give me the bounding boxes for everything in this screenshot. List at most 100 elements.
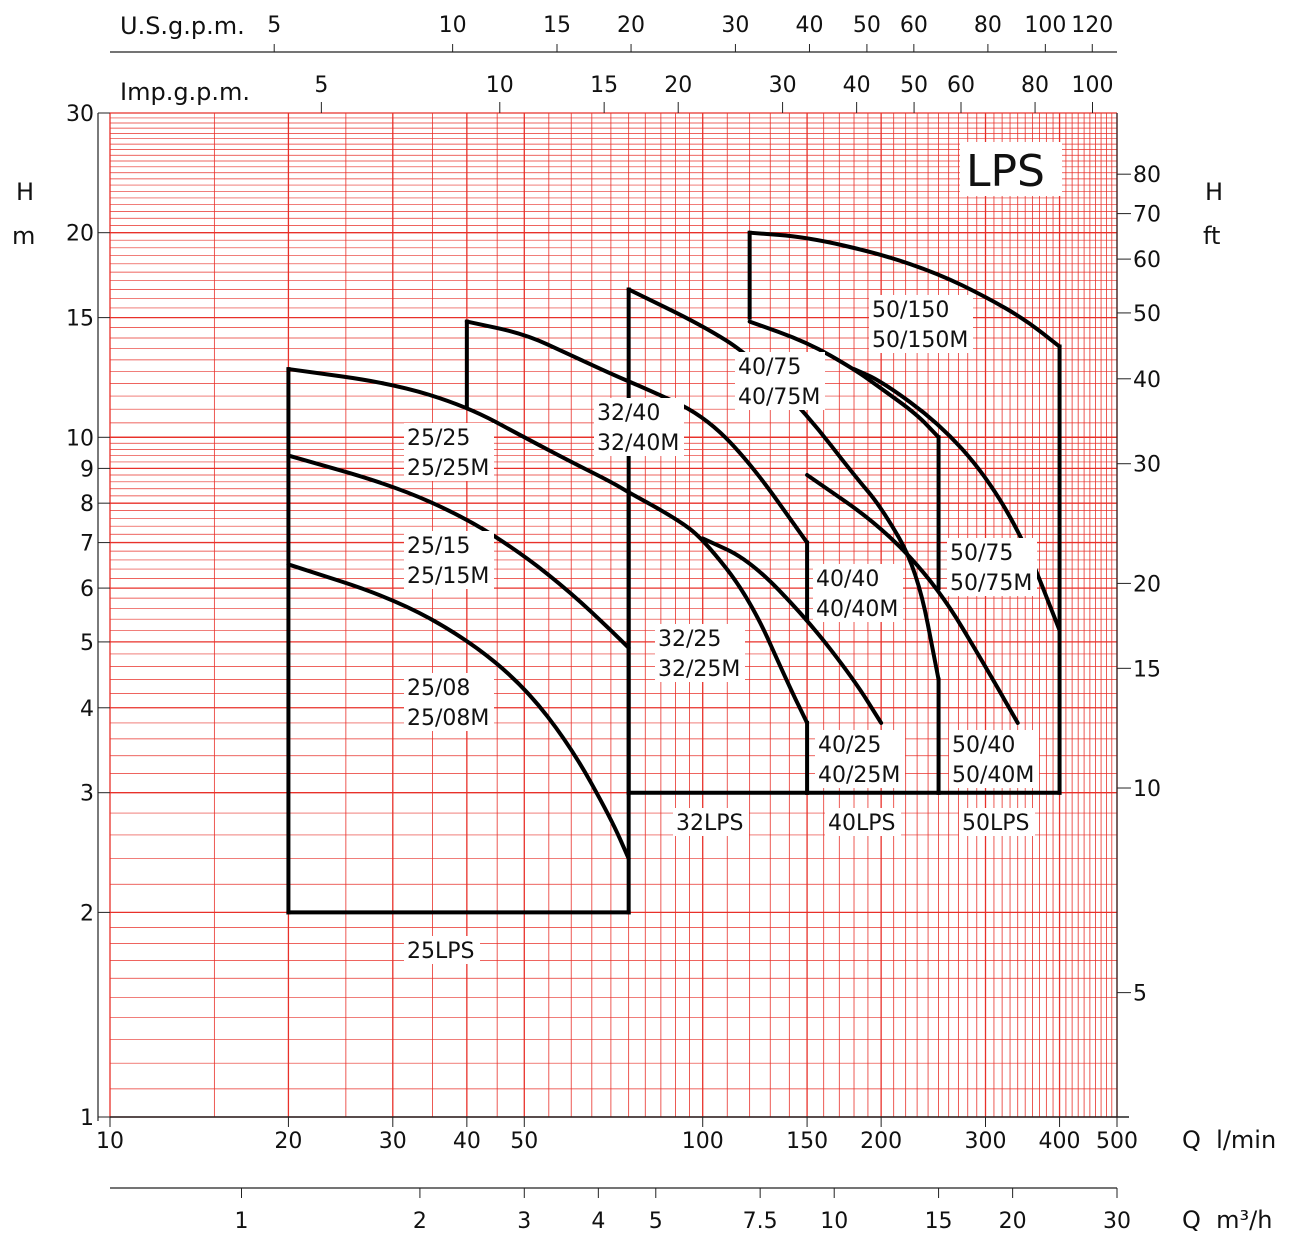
series-curve-9 (805, 473, 1020, 725)
series-curve-11 (747, 230, 1062, 349)
series-label-l3240-line2: 32/40M (597, 431, 679, 456)
series-curve-7 (626, 287, 941, 682)
series-label-l2508-line2: 25/08M (407, 706, 489, 731)
series-label-bg-l4040 (813, 564, 903, 622)
imp-gpm-tick-label: 20 (664, 73, 692, 98)
m3h-tick-label: 20 (999, 1209, 1027, 1234)
series-label-l4075-line1: 40/75 (738, 355, 801, 380)
series-curve-2 (286, 453, 631, 650)
m3h-tick-label: 2 (413, 1209, 427, 1234)
head-ft-tick-label: 80 (1133, 163, 1161, 188)
m3h-tick-label: 5 (649, 1209, 663, 1234)
lmin-tick-label: 20 (274, 1129, 302, 1154)
lmin-tick-label: 400 (1039, 1129, 1081, 1154)
right-axis-title-ft: ft (1203, 222, 1220, 250)
series-label-bg-l5075 (947, 538, 1037, 596)
series-label-l50150-line1: 50/150 (872, 298, 949, 323)
lmin-tick-label: 150 (786, 1129, 828, 1154)
head-m-tick-label: 6 (80, 577, 94, 602)
box-label-bg-50LPS (959, 808, 1035, 836)
head-ft-tick-label: 70 (1133, 203, 1161, 228)
m3h-tick-label: 30 (1103, 1209, 1131, 1234)
series-curve-1 (286, 562, 631, 861)
us-gpm-tick-label: 20 (617, 13, 645, 38)
lmin-tick-label: 200 (860, 1129, 902, 1154)
series-label-l5075-line1: 50/75 (950, 541, 1013, 566)
lmin-tick-label: 100 (682, 1129, 724, 1154)
imp-gpm-tick-label: 100 (1071, 73, 1113, 98)
head-m-tick-label: 7 (80, 532, 94, 557)
box-label-bg-40LPS (825, 808, 901, 836)
imp-gpm-tick-label: 80 (1021, 73, 1049, 98)
imp-gpm-tick-label: 30 (769, 73, 797, 98)
bottom-m3h-title: Q m³/h (1182, 1206, 1272, 1234)
axes-frame (97, 51, 1129, 1189)
box-label-50LPS: 50LPS (962, 811, 1029, 836)
series-curve-6 (700, 536, 884, 725)
m3h-tick-label: 1 (234, 1209, 248, 1234)
head-m-tick-label: 9 (80, 457, 94, 482)
series-curve-8 (747, 319, 941, 440)
series-curves (286, 230, 1062, 861)
imp-gpm-tick-label: 40 (843, 73, 871, 98)
series-label-l4025-line1: 40/25 (818, 733, 881, 758)
lmin-tick-label: 50 (510, 1129, 538, 1154)
series-label-bg-l50150 (869, 295, 973, 353)
top-imp-gpm-title: Imp.g.p.m. (120, 78, 250, 106)
imp-gpm-tick-label: 15 (590, 73, 618, 98)
imp-gpm-tick-label: 60 (947, 73, 975, 98)
left-axis-title-m: m (12, 222, 35, 250)
series-label-l4040-line2: 40/40M (816, 597, 898, 622)
series-label-bg-l5040 (949, 730, 1039, 788)
series-label-l2515-line2: 25/15M (407, 564, 489, 589)
us-gpm-tick-label: 5 (267, 13, 281, 38)
us-gpm-tick-label: 10 (439, 13, 467, 38)
m3h-tick-label: 15 (925, 1209, 953, 1234)
imp-gpm-tick-label: 5 (314, 73, 328, 98)
series-curve-5 (464, 319, 810, 545)
head-m-tick-label: 1 (80, 1106, 94, 1131)
series-label-l5040-line1: 50/40 (952, 733, 1015, 758)
lmin-tick-label: 300 (965, 1129, 1007, 1154)
series-label-l3240-line1: 32/40 (597, 401, 660, 426)
title-bg (960, 142, 1062, 196)
box-label-bg-25LPS (404, 936, 480, 964)
head-ft-tick-label: 20 (1133, 572, 1161, 597)
box-label-bg-32LPS (673, 808, 749, 836)
series-label-bg-l2508 (404, 673, 494, 731)
series-label-l4040-line1: 40/40 (816, 567, 879, 592)
chart-title: LPS (966, 146, 1045, 197)
series-label-l4025-line2: 40/25M (818, 763, 900, 788)
series-label-bg-l3240 (594, 398, 684, 456)
series-curve-4 (626, 490, 810, 725)
imp-gpm-tick-label: 10 (486, 73, 514, 98)
us-gpm-tick-label: 40 (795, 13, 823, 38)
head-m-tick-label: 5 (80, 631, 94, 656)
head-m-tick-label: 2 (80, 901, 94, 926)
series-curve-10 (852, 367, 1062, 633)
series-label-bg-l4025 (815, 730, 905, 788)
right-axis-title-h: H (1205, 178, 1223, 206)
us-gpm-tick-label: 80 (974, 13, 1002, 38)
us-gpm-tick-label: 60 (900, 13, 928, 38)
m3h-tick-label: 3 (517, 1209, 531, 1234)
head-ft-tick-label: 60 (1133, 248, 1161, 273)
m3h-tick-label: 4 (591, 1209, 605, 1234)
series-label-l5075-line2: 50/75M (950, 571, 1032, 596)
top-us-gpm-title: U.S.g.p.m. (120, 12, 245, 40)
series-label-l50150-line2: 50/150M (872, 328, 968, 353)
head-ft-tick-label: 40 (1133, 368, 1161, 393)
series-label-bg-l2515 (404, 531, 494, 589)
head-m-tick-label: 15 (66, 307, 94, 332)
head-m-tick-label: 30 (66, 102, 94, 127)
head-m-tick-label: 3 (80, 782, 94, 807)
lmin-tick-label: 10 (96, 1129, 124, 1154)
head-ft-tick-label: 30 (1133, 453, 1161, 478)
series-label-bg-l3225 (655, 624, 745, 682)
left-axis-title-h: H (16, 178, 34, 206)
series-boxes (286, 230, 1062, 915)
box-label-25LPS: 25LPS (407, 939, 474, 964)
labels: 25/08 25/08M 25/15 25/15M 25/25 25/25M 32/25 32… (404, 295, 1039, 964)
